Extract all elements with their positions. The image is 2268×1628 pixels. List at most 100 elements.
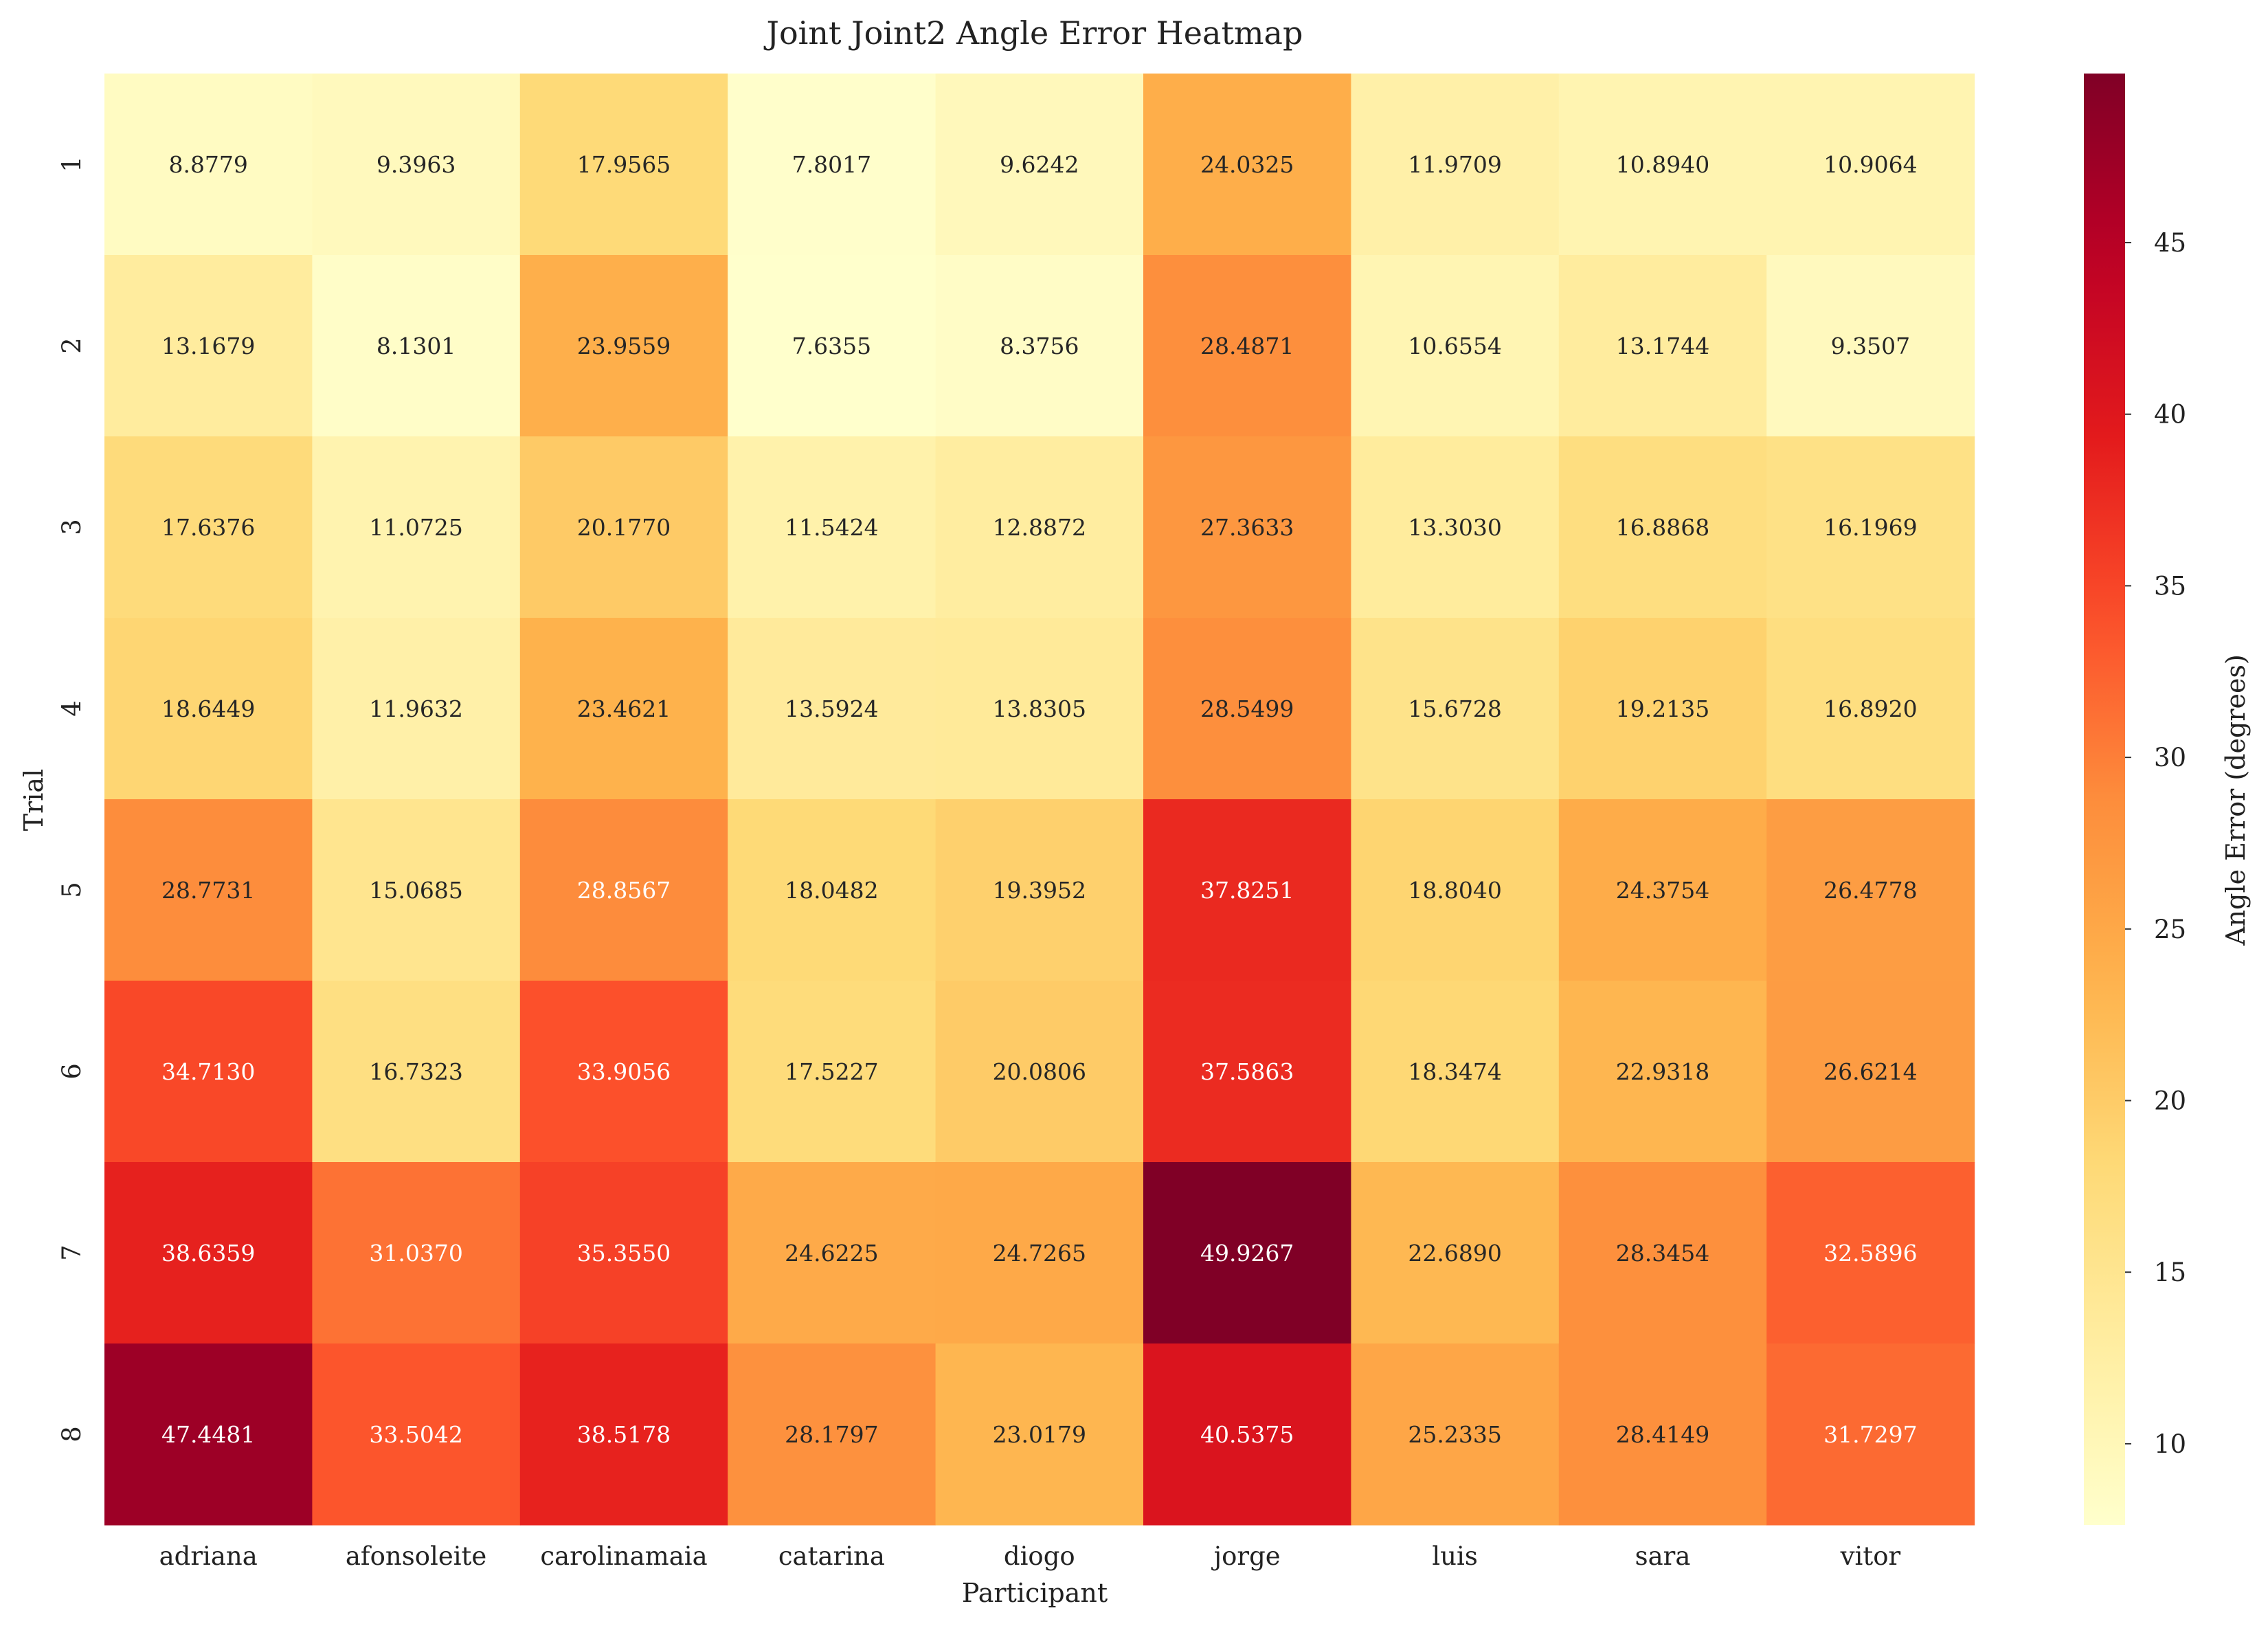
heatmap-cell [1143, 1343, 1351, 1526]
cell-value-label: 16.8868 [1616, 514, 1709, 541]
cell-value-label: 28.8567 [577, 877, 671, 904]
colorbar [2084, 74, 2125, 1525]
cell-value-label: 28.4871 [1200, 333, 1294, 359]
colorbar-tick-label: 20 [2154, 1086, 2186, 1116]
cell-value-label: 16.1969 [1823, 514, 1917, 541]
heatmap-cell [312, 74, 521, 256]
x-tick-label: afonsoleite [346, 1541, 486, 1571]
cell-value-label: 19.2135 [1616, 695, 1709, 722]
heatmap-cell [1558, 1162, 1767, 1344]
heatmap-cell [519, 1162, 728, 1344]
x-tick-label: jorge [1211, 1541, 1281, 1571]
cell-value-label: 34.7130 [161, 1058, 255, 1085]
colorbar-tick-label: 25 [2154, 915, 2186, 944]
cell-value-label: 28.1797 [785, 1421, 878, 1448]
cell-value-label: 20.1770 [577, 514, 671, 541]
cell-value-label: 23.0179 [993, 1421, 1086, 1448]
heatmap-cell [1766, 436, 1975, 618]
y-tick-label: 1 [57, 156, 87, 172]
heatmap-cell [104, 981, 313, 1163]
heatmap-cell [1558, 255, 1767, 437]
heatmap-cell [104, 799, 313, 981]
colorbar-tick-label: 35 [2154, 571, 2186, 601]
cell-value-label: 27.3633 [1200, 514, 1294, 541]
x-axis-label: Participant [962, 1578, 1108, 1608]
cell-value-label: 11.9709 [1408, 151, 1501, 178]
cell-value-label: 38.5178 [577, 1421, 671, 1448]
x-tick-label: carolinamaia [540, 1541, 707, 1571]
cell-value-label: 22.6890 [1408, 1240, 1501, 1267]
heatmap-cell [935, 799, 1144, 981]
cell-value-label: 17.5227 [785, 1058, 878, 1085]
y-tick-label: 4 [57, 700, 87, 717]
cell-value-label: 28.4149 [1616, 1421, 1709, 1448]
heatmap-cell [1143, 255, 1351, 437]
heatmap-cell [104, 74, 313, 256]
heatmap-cell [728, 436, 936, 618]
heatmap-cell [312, 981, 521, 1163]
x-tick-label: sara [1635, 1541, 1691, 1571]
heatmap-cell-labels: 8.8779 9.3963 17.9565 7.8017 9.6242 24.0325 11… [161, 151, 1918, 1448]
cell-value-label: 18.3474 [1408, 1058, 1501, 1085]
heatmap-cell [728, 1162, 936, 1344]
heatmap-cell [1351, 981, 1560, 1163]
cell-value-label: 19.3952 [993, 877, 1086, 904]
heatmap-cell [104, 1343, 313, 1526]
cell-value-label: 28.7731 [161, 877, 255, 904]
cell-value-label: 37.8251 [1200, 877, 1294, 904]
heatmap-cell [728, 799, 936, 981]
colorbar-tick-label: 45 [2154, 228, 2186, 258]
heatmap-cell [519, 74, 728, 256]
cell-value-label: 28.5499 [1200, 695, 1294, 722]
heatmap-cell [519, 255, 728, 437]
cell-value-label: 17.9565 [577, 151, 671, 178]
heatmap-cell [1558, 799, 1767, 981]
cell-value-label: 33.5042 [369, 1421, 462, 1448]
y-axis-label: Trial [19, 769, 49, 831]
cell-value-label: 10.8940 [1616, 151, 1709, 178]
heatmap-cell [312, 1162, 521, 1344]
colorbar-tick-label: 10 [2154, 1429, 2186, 1459]
cell-value-label: 20.0806 [993, 1058, 1086, 1085]
cell-value-label: 15.0685 [369, 877, 462, 904]
cell-value-label: 26.6214 [1823, 1058, 1917, 1085]
heatmap-cell [312, 436, 521, 618]
y-tick-label: 5 [57, 882, 87, 898]
heatmap-cell [935, 1343, 1144, 1526]
cell-value-label: 9.3507 [1831, 333, 1910, 359]
heatmap-cell [312, 799, 521, 981]
y-tick-label: 7 [57, 1245, 87, 1261]
cell-value-label: 9.3963 [377, 151, 456, 178]
heatmap-cell [519, 1343, 728, 1526]
cell-value-label: 18.0482 [785, 877, 878, 904]
heatmap-cell [728, 618, 936, 800]
heatmap-cell [104, 255, 313, 437]
heatmap-cell [1766, 618, 1975, 800]
colorbar-ticks: 10 15 20 25 30 35 40 45 [2125, 228, 2186, 1459]
heatmap-cell [935, 255, 1144, 437]
cell-value-label: 18.6449 [161, 695, 255, 722]
heatmap-cells [104, 74, 1975, 1526]
y-tick-label: 3 [57, 519, 87, 535]
cell-value-label: 18.8040 [1408, 877, 1501, 904]
cell-value-label: 26.4778 [1823, 877, 1917, 904]
heatmap-cell [1351, 436, 1560, 618]
cell-value-label: 40.5375 [1200, 1421, 1294, 1448]
heatmap-cell [935, 1162, 1144, 1344]
cell-value-label: 38.6359 [161, 1240, 255, 1267]
cell-value-label: 23.4621 [577, 695, 671, 722]
heatmap-cell [1351, 74, 1560, 256]
cell-value-label: 37.5863 [1200, 1058, 1294, 1085]
cell-value-label: 24.0325 [1200, 151, 1294, 178]
heatmap-cell [1558, 436, 1767, 618]
colorbar-tick-label: 40 [2154, 400, 2186, 430]
cell-value-label: 13.1679 [161, 333, 255, 359]
cell-value-label: 11.0725 [369, 514, 462, 541]
cell-value-label: 25.2335 [1408, 1421, 1501, 1448]
cell-value-label: 24.6225 [785, 1240, 878, 1267]
cell-value-label: 13.8305 [993, 695, 1086, 722]
heatmap-cell [1351, 1343, 1560, 1526]
colorbar-tick-label: 30 [2154, 743, 2186, 772]
cell-value-label: 35.3550 [577, 1240, 671, 1267]
heatmap-cell [519, 618, 728, 800]
